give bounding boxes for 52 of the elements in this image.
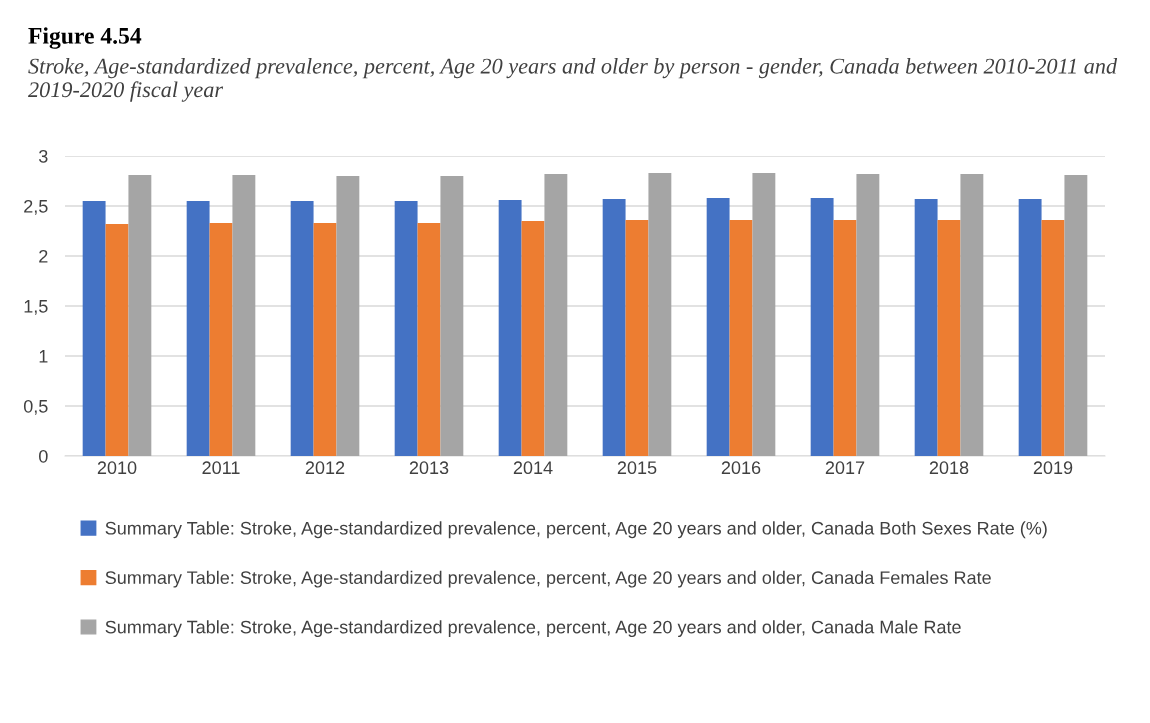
legend-label: Summary Table: Stroke, Age-standardized prevalence, percent, Age 20 years and older, Canada Females Rate <box>105 570 991 588</box>
bar <box>105 224 129 456</box>
y-tick-label: 2 <box>39 249 48 263</box>
bar <box>625 220 649 456</box>
bar <box>313 223 337 456</box>
bar <box>544 174 568 456</box>
x-tick-label: 2016 <box>721 461 761 475</box>
y-tick-label: 1,5 <box>24 300 48 315</box>
bar <box>417 223 441 456</box>
bar <box>602 199 626 456</box>
y-tick-label: 0,5 <box>23 399 48 415</box>
bar <box>914 199 938 456</box>
bar <box>729 220 753 456</box>
bar <box>209 223 233 456</box>
bar <box>856 174 880 456</box>
bar <box>232 175 256 456</box>
y-tick-label: 1 <box>39 350 48 363</box>
y-tick-label: 3 <box>38 149 48 163</box>
x-tick-label: 2018 <box>929 461 969 475</box>
bar <box>128 175 152 456</box>
x-tick-label: 2011 <box>202 461 240 475</box>
legend-label: Summary Table: Stroke, Age-standardized prevalence, percent, Age 20 years and older, Canada Both Sexes Rate (%) <box>105 521 1047 539</box>
bar <box>648 173 672 456</box>
chart-subtitle: Stroke, Age-standardized prevalence, percent, Age 20 years and older by person - gender, Canada between 2010-2011 and 2019-2020 fiscal year <box>28 58 1118 102</box>
chart-title: Figure 4.54 <box>28 27 142 49</box>
bar <box>810 198 834 456</box>
bar <box>82 201 106 456</box>
bar <box>1018 199 1042 456</box>
y-tick-label: 0 <box>39 449 48 463</box>
bar <box>498 200 522 456</box>
bar <box>521 221 545 456</box>
bar <box>440 176 464 456</box>
bar <box>752 173 776 456</box>
x-tick-label: 2012 <box>305 461 345 475</box>
bar <box>336 176 360 456</box>
x-tick-label: 2014 <box>513 461 553 475</box>
x-tick-label: 2019 <box>1033 461 1073 475</box>
x-tick-label: 2013 <box>409 461 449 475</box>
x-tick-label: 2010 <box>97 461 137 475</box>
bar <box>290 201 314 456</box>
x-tick-label: 2015 <box>617 461 657 475</box>
bar <box>394 201 418 456</box>
bar <box>1064 175 1088 456</box>
bar <box>937 220 961 456</box>
bar <box>186 201 210 456</box>
x-tick-label: 2017 <box>825 461 865 475</box>
legend-label: Summary Table: Stroke, Age-standardized prevalence, percent, Age 20 years and older, Canada Male Rate <box>105 620 961 638</box>
y-tick-label: 2,5 <box>24 199 48 215</box>
bar <box>833 220 857 456</box>
bar <box>1041 220 1065 456</box>
bar <box>960 174 984 456</box>
bar <box>706 198 730 456</box>
